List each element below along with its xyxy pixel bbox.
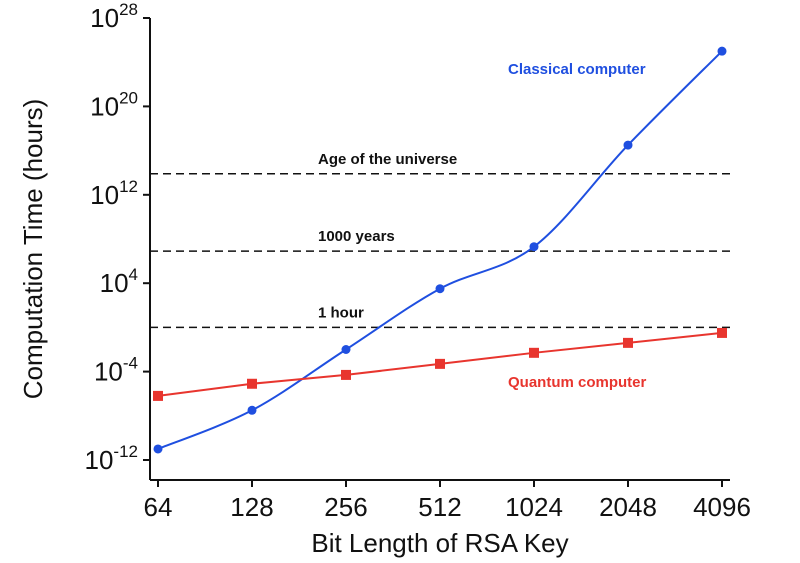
y-tick-exponent: -4	[123, 354, 138, 373]
y-tick-label: 10-12	[85, 442, 139, 475]
y-axis-title: Computation Time (hours)	[18, 99, 48, 400]
series-quantum: Quantum computer	[153, 327, 727, 401]
data-point	[247, 378, 257, 389]
reference-line-label: Age of the universe	[318, 151, 457, 168]
x-tick-label: 256	[324, 492, 367, 522]
x-axis-title: Bit Length of RSA Key	[311, 528, 568, 558]
data-point	[247, 405, 257, 415]
data-point	[341, 345, 351, 354]
reference-line-label: 1 hour	[318, 304, 364, 321]
data-point	[623, 140, 633, 150]
data-point	[623, 337, 633, 348]
x-tick-label: 128	[230, 492, 273, 522]
data-point	[435, 284, 445, 294]
y-tick-exponent: 20	[119, 88, 138, 107]
y-tick-exponent: 12	[119, 177, 138, 196]
y-tick-exponent: 28	[119, 0, 138, 19]
data-point	[529, 347, 539, 358]
y-tick-exponent: -12	[113, 442, 138, 461]
data-point	[717, 46, 727, 56]
y-tick-label: 1028	[90, 0, 138, 33]
y-tick-base: 10	[90, 91, 119, 121]
data-point	[435, 358, 445, 369]
x-ticks: 64 128 256 512 1024 2048 4096	[144, 480, 751, 522]
data-point	[717, 327, 727, 338]
y-tick-base: 10	[90, 180, 119, 210]
y-tick-base: 10	[85, 445, 114, 475]
y-tick-label: 1020	[90, 88, 138, 121]
data-point	[341, 369, 351, 380]
reference-line-label: 1000 years	[318, 228, 395, 245]
x-tick-label: 512	[418, 492, 461, 522]
y-tick-base: 10	[94, 357, 123, 387]
x-tick-label: 1024	[505, 492, 563, 522]
y-tick-exponent: 4	[129, 265, 138, 284]
y-tick-base: 10	[90, 3, 119, 33]
reference-lines: Age of the universe 1000 years 1 hour	[150, 151, 732, 329]
x-tick-label: 2048	[599, 492, 657, 522]
series-classical: Classical computer	[153, 46, 727, 454]
axes	[149, 18, 730, 481]
series-group: Classical computer Quantum computer	[153, 46, 727, 454]
y-tick-base: 10	[100, 268, 129, 298]
data-point	[529, 242, 539, 252]
x-tick-label: 4096	[693, 492, 751, 522]
data-point	[153, 390, 163, 401]
series-label: Classical computer	[508, 61, 646, 78]
x-tick-label: 64	[144, 492, 173, 522]
y-tick-label: 1012	[90, 177, 138, 210]
series-label: Quantum computer	[508, 374, 647, 391]
data-point	[153, 444, 163, 454]
y-tick-label: 10-4	[94, 354, 138, 387]
y-tick-label: 104	[100, 265, 138, 298]
